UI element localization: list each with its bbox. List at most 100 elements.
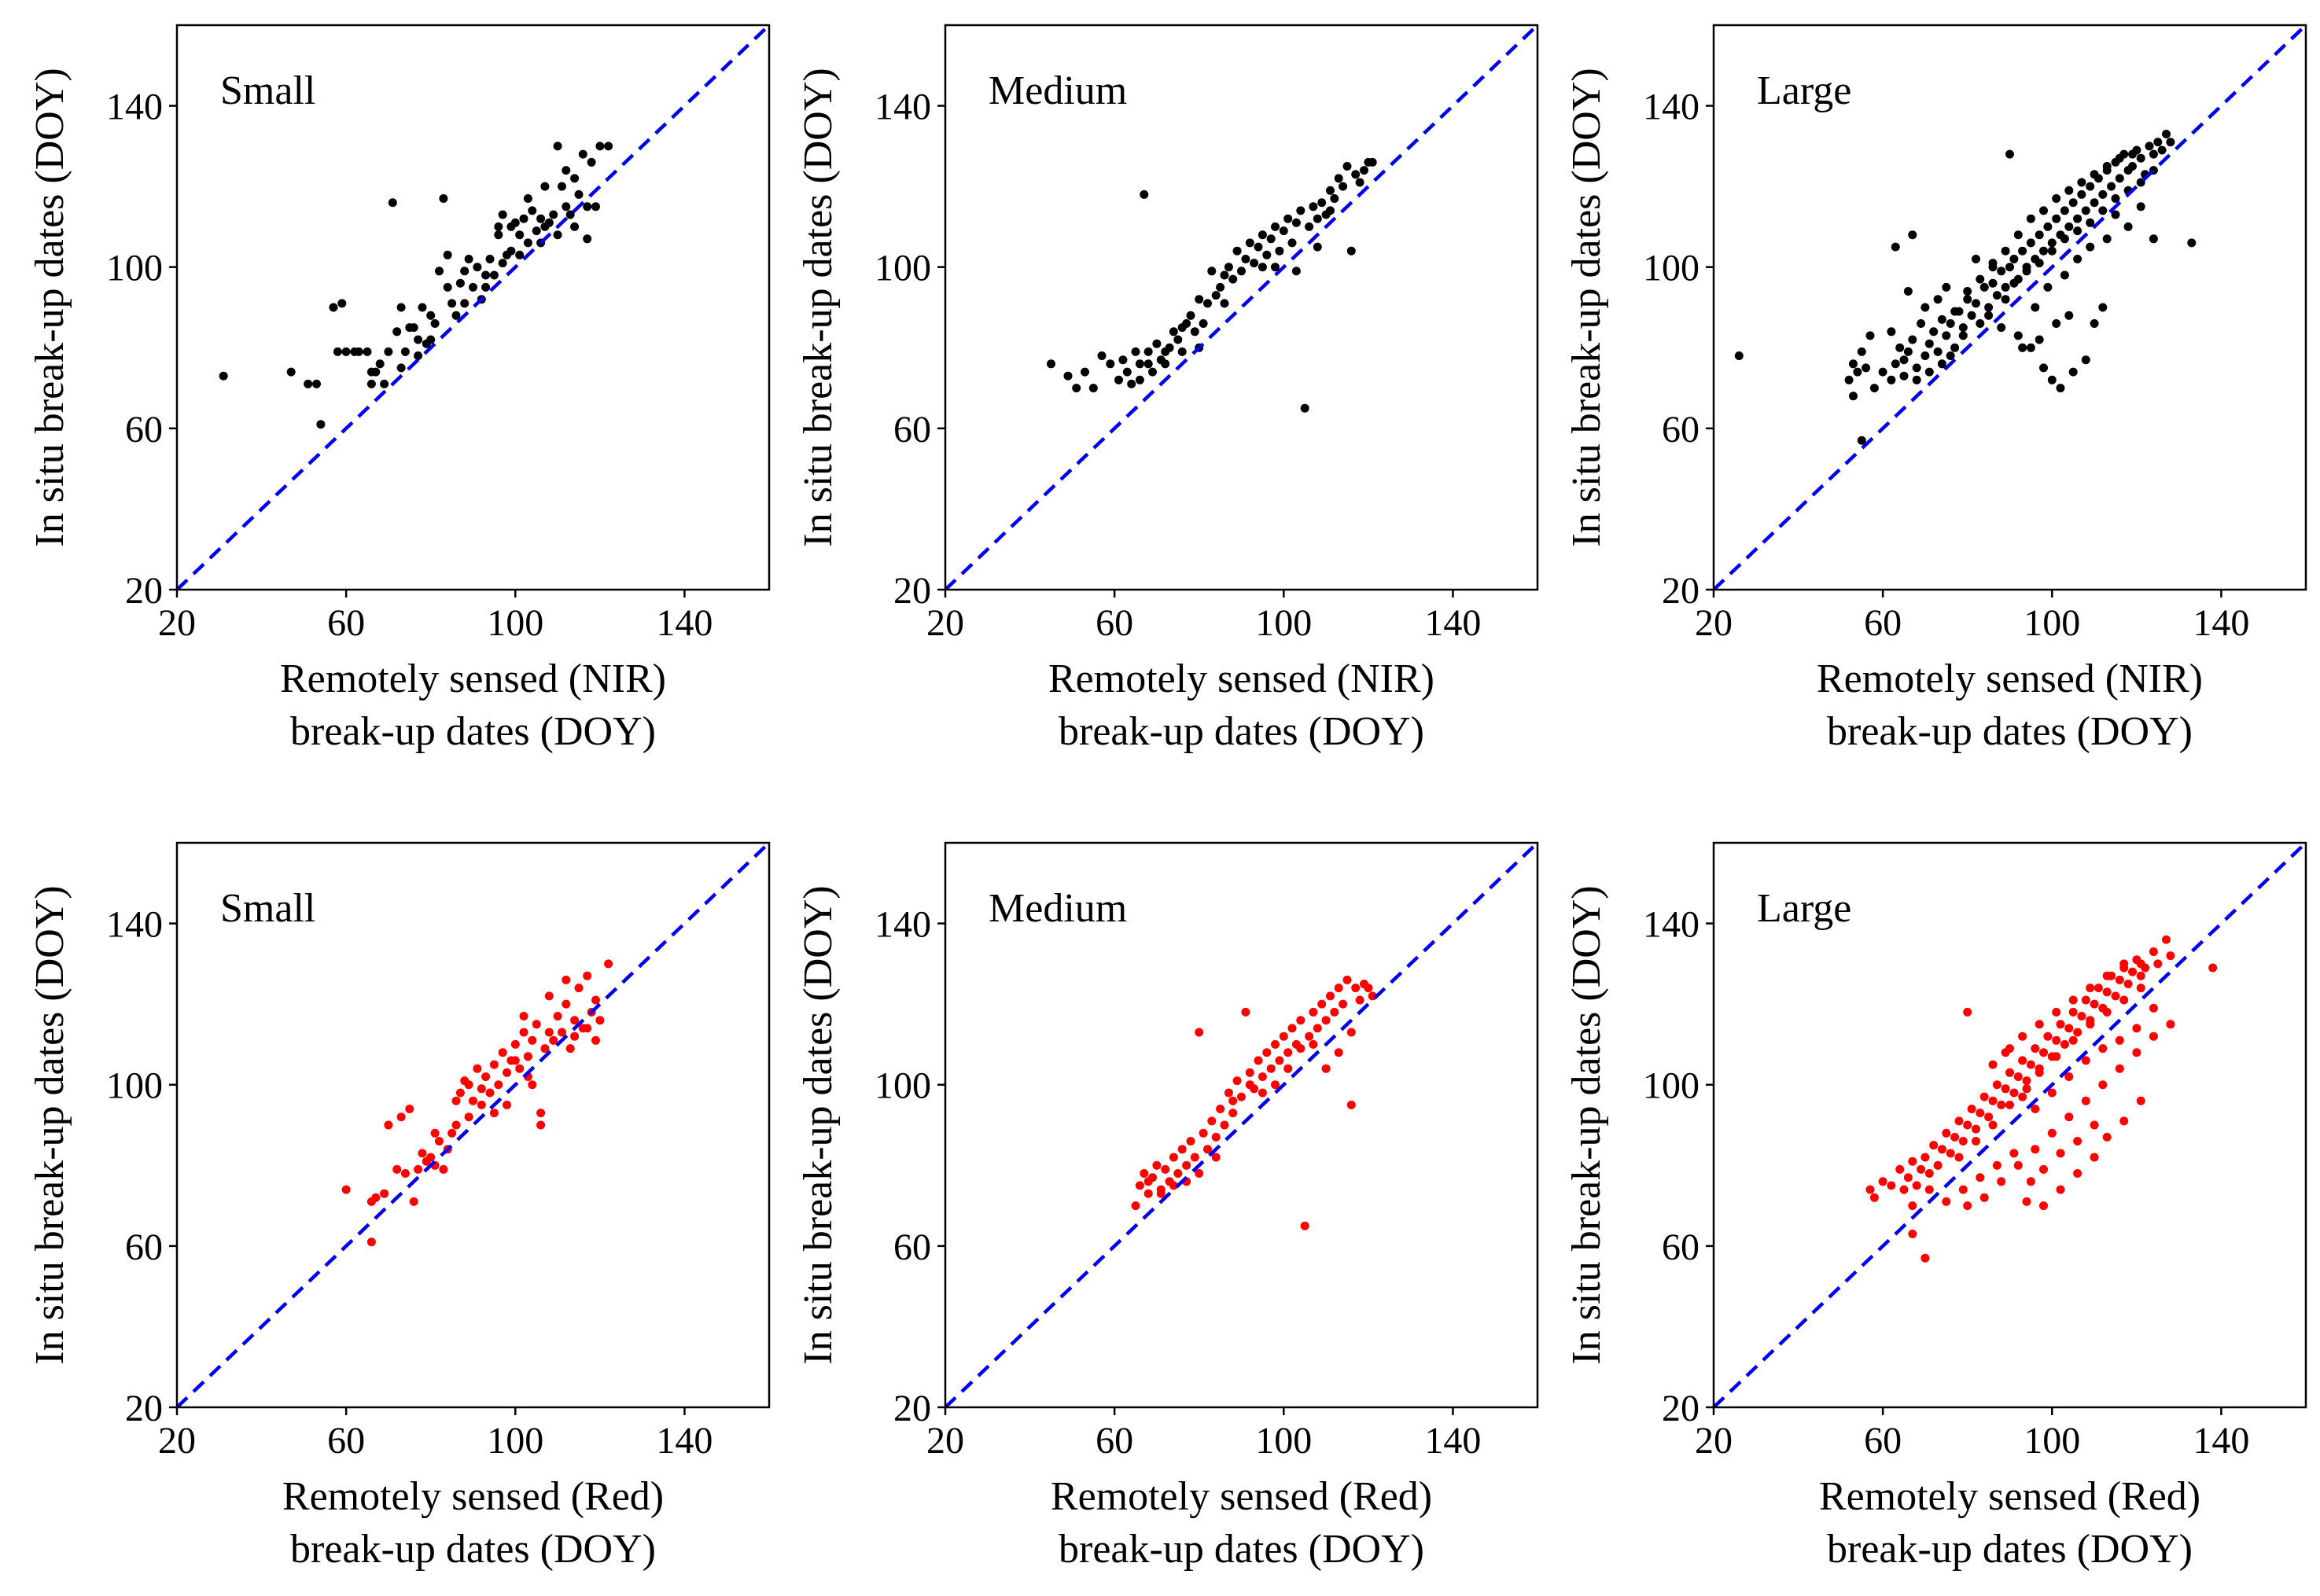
data-point [553,142,562,151]
data-point [1849,359,1858,369]
data-point [1161,347,1170,356]
data-point [1279,226,1288,236]
data-point [604,959,613,969]
data-point [1177,347,1187,356]
data-point [481,270,491,280]
chart-panel-red-small: 20 60 100 140 20 60 100 140 Small Remotely sensed… [28,841,771,1572]
data-point [1908,335,1917,344]
data-point [1878,367,1887,377]
data-point [1309,1039,1318,1049]
data-point [2102,234,2112,244]
data-point [2090,198,2099,208]
data-point [455,1088,465,1098]
data-point [219,371,228,381]
data-point [473,263,482,272]
data-point [2018,343,2027,352]
data-point [1207,1116,1217,1126]
data-point [1963,287,1972,296]
data-point [477,1100,486,1109]
data-point [2102,971,2112,980]
data-point [2064,1024,2074,1033]
data-point [363,347,372,356]
data-point [2102,1132,2112,1142]
data-point [1106,359,1115,369]
data-point [1262,250,1272,259]
data-point [1857,436,1866,445]
data-point [523,194,532,203]
data-point [1169,1181,1178,1190]
data-point [1300,1221,1309,1230]
data-point [396,1112,406,1122]
x-tick-label: 100 [2024,1420,2080,1462]
x-tick-label: 60 [1096,602,1133,644]
x-tick-label: 20 [158,602,196,644]
data-point [1334,174,1343,183]
y-axis-label: In situ break-up dates (DOY) [796,885,841,1364]
data-point [2052,1052,2061,1061]
data-point [2153,959,2163,969]
data-point [510,218,520,227]
x-tick-label: 20 [1695,602,1733,644]
chart-panel-red-medium: 20 60 100 140 20 60 100 140 Medium Remotely sense… [796,841,1539,1572]
x-tick-label: 60 [1096,1420,1133,1462]
data-point [1305,1032,1314,1041]
data-point [1203,299,1212,308]
y-tick-label: 20 [125,570,163,612]
data-point [2035,230,2044,240]
data-point [1954,1116,1964,1126]
data-point [2090,999,2099,1009]
data-point [371,367,381,377]
data-point [2005,1068,2014,1077]
data-point [1258,230,1267,240]
y-tick-label: 100 [1643,1065,1699,1107]
data-point [1963,295,1972,304]
data-point [2111,991,2120,1001]
x-tick-label: 140 [1424,602,1481,644]
data-point [1266,234,1276,244]
data-point [426,335,436,344]
data-point [1232,1076,1242,1086]
x-axis-label-line1: Remotely sensed (NIR) [280,656,666,701]
data-point [1937,359,1946,369]
data-point [2039,1048,2048,1057]
data-point [544,1028,554,1037]
x-tick-label: 100 [1255,602,1312,644]
data-point [464,255,473,263]
data-point [2094,984,2103,993]
data-point [1140,1169,1149,1178]
y-tick-label: 60 [893,1226,931,1268]
data-point [540,182,550,191]
data-point [1326,186,1335,195]
x-axis-label-line1: Remotely sensed (Red) [1819,1474,2200,1519]
panel-title: Large [1757,886,1851,931]
data-point [464,1080,473,1090]
data-point [1933,347,1943,356]
y-tick-label: 20 [1662,1388,1699,1429]
data-point [1131,1201,1140,1211]
data-point [1946,319,1955,328]
data-point [536,1109,546,1118]
data-point [1118,355,1128,365]
y-tick-label: 20 [893,570,931,612]
data-point [2149,149,2158,159]
plot-frame [175,841,771,1409]
data-point [2208,963,2218,973]
panel-title: Small [220,886,315,931]
data-point [1271,1080,1280,1090]
data-point [1161,1164,1170,1174]
data-point [2026,214,2035,223]
data-point [2064,222,2074,231]
scatter-points [219,142,613,429]
data-point [489,1109,499,1118]
data-point [1992,1160,2001,1170]
data-point [1228,1109,1238,1118]
data-point [1313,214,1322,223]
data-point [1275,246,1284,256]
y-tick-label: 100 [106,248,163,289]
data-point [1186,311,1195,320]
data-point [2162,935,2171,944]
data-point [1211,291,1221,300]
data-point [1195,1169,1204,1178]
data-point [1300,403,1309,413]
